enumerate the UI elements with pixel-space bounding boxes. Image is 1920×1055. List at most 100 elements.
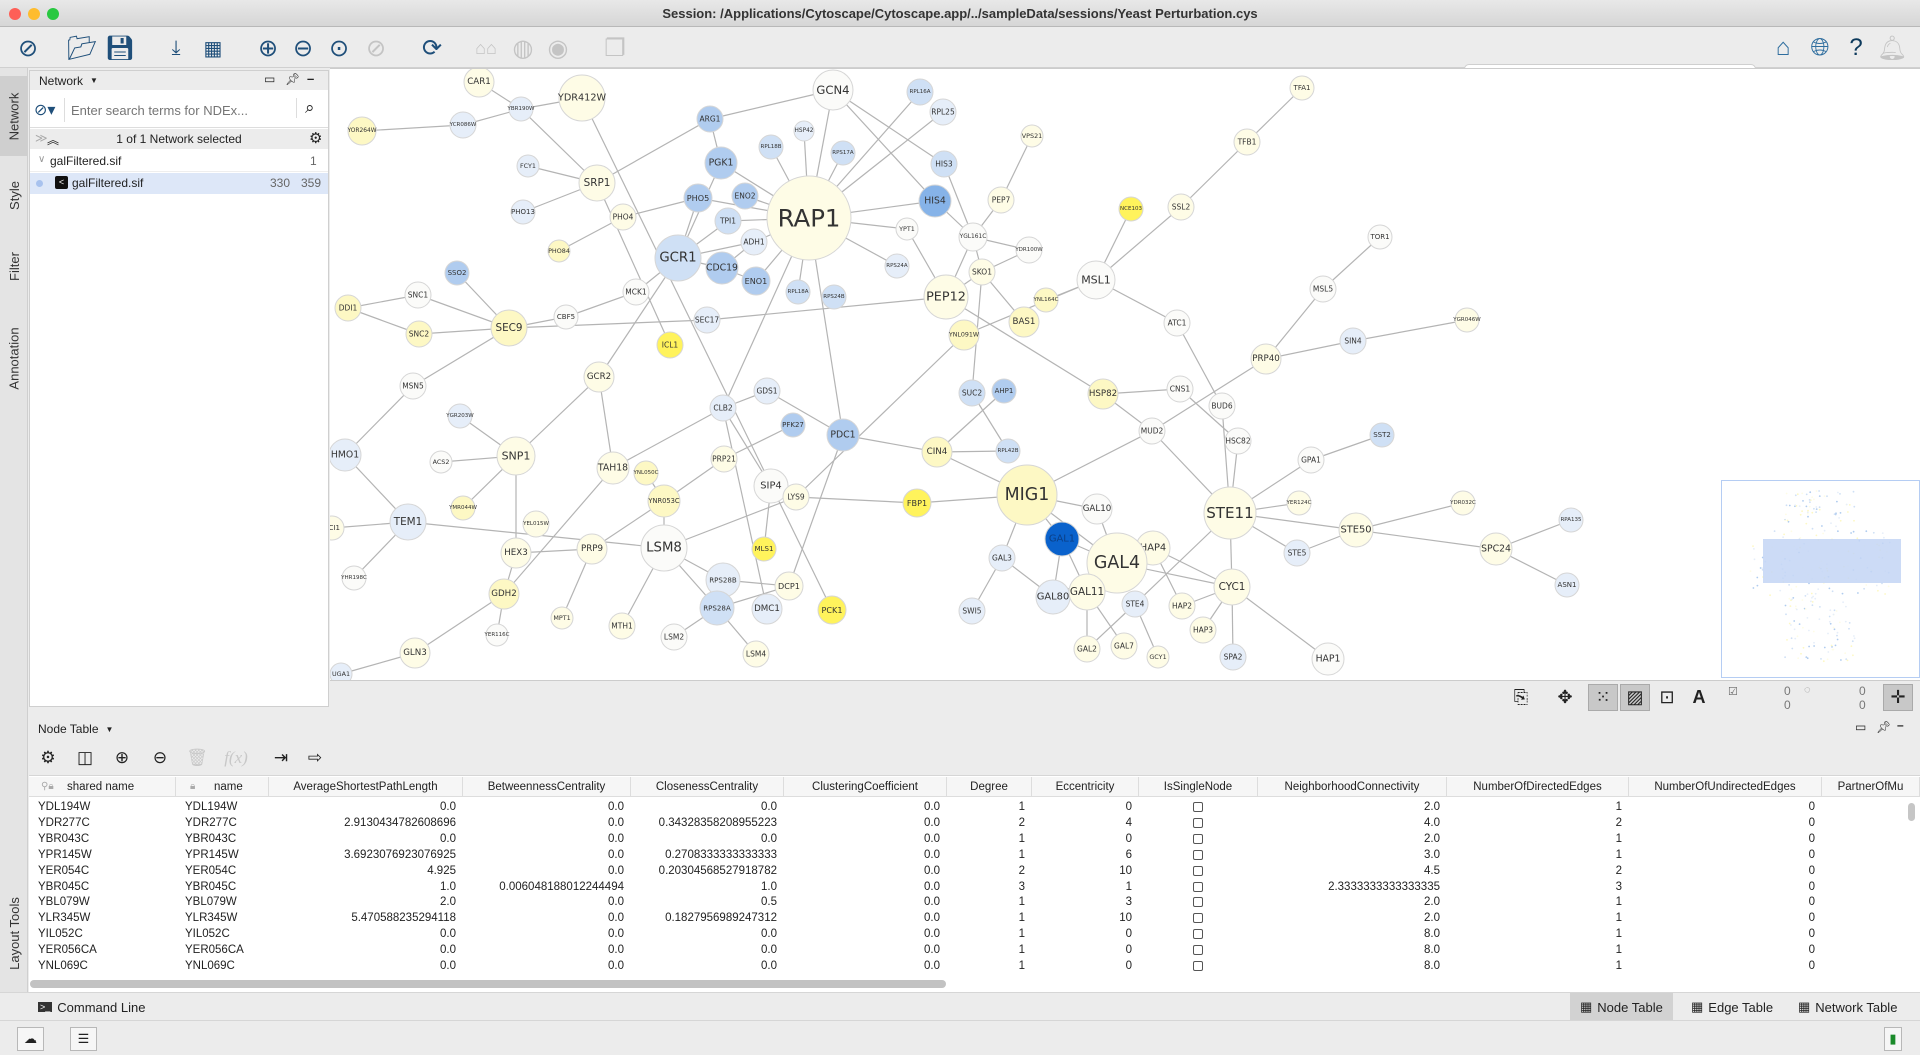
node-STE11[interactable]: STE11 [1203,486,1257,540]
column-header-name[interactable]: name 🔒︎ [184,777,269,797]
node-circle[interactable] [1076,260,1116,300]
node-circle[interactable] [930,150,958,178]
column-header-closenesscentrality[interactable]: ClosenessCentrality [631,777,784,797]
ndex-search-input[interactable] [64,98,284,122]
node-HAP3[interactable]: HAP3 [1189,616,1217,644]
node-PHO84[interactable]: PHO84 [547,239,571,263]
node-GAL2[interactable]: GAL2 [1073,635,1101,663]
node-FCY1[interactable]: FCY1 [516,154,540,178]
is-single-node-checkbox[interactable] [1193,881,1203,892]
node-circle[interactable] [1367,224,1393,250]
first-neighbors-icon[interactable]: ⌂⌂ [475,37,497,58]
node-GDS1[interactable]: GDS1 [753,377,781,405]
node-circle[interactable] [1219,643,1247,671]
node-circle[interactable] [830,140,856,166]
zoom-out-icon[interactable]: ⊖ [292,34,314,62]
is-single-node-checkbox[interactable] [1193,817,1203,828]
node-RPL18A[interactable]: RPL18A [785,279,811,305]
node-DCP1[interactable]: DCP1 [774,571,804,601]
column-header-neighborhoodconnectivity[interactable]: NeighborhoodConnectivity [1258,777,1447,797]
node-circle[interactable] [958,597,986,625]
node-circle[interactable] [780,412,806,438]
node-circle[interactable] [1044,521,1080,557]
edge-PRP40-MUD2[interactable] [1151,358,1267,432]
node-PHO5[interactable]: PHO5 [683,183,713,213]
column-header-partnerofmu[interactable]: PartnerOfMu [1822,777,1920,797]
node-ASN1[interactable]: ASN1 [1554,572,1580,598]
cytoscape-logo-icon[interactable]: ⊘ [17,34,39,62]
zoom-in-icon[interactable]: ⊕ [257,34,279,62]
node-circle[interactable] [696,105,724,133]
node-GAL4[interactable]: GAL4 [1086,532,1148,594]
select-annotations-icon[interactable]: ⊡ [1659,687,1675,707]
node-GAL7[interactable]: GAL7 [1110,632,1138,660]
node-ACS2[interactable]: ACS2 [429,450,453,474]
node-CIN4[interactable]: CIN4 [921,436,953,468]
node-SPA2[interactable]: SPA2 [1219,643,1247,671]
edge-SSL2-TFB1[interactable] [1180,141,1248,208]
node-BAS1[interactable]: BAS1 [1008,306,1040,338]
maximize-window-button[interactable] [47,8,59,20]
edge-TAH18-CLB2[interactable] [612,407,724,469]
expand-all-icon[interactable]: ≫ [35,131,48,145]
node-circle[interactable] [1189,616,1217,644]
node-YDR100W[interactable]: YDR100W [1014,236,1043,264]
table-row[interactable]: YBL079W YBL079W 2.0 0.0 0.5 0.0 1 3 2.0 1 0 [29,894,1909,910]
node-circle[interactable] [793,120,815,142]
node-circle[interactable] [550,606,574,630]
minimize-panel-icon[interactable]: – [307,71,315,86]
node-PRP21[interactable]: PRP21 [710,445,738,473]
node-circle[interactable] [647,484,681,518]
node-YPT1[interactable]: YPT1 [895,217,919,241]
node-SWI5[interactable]: SWI5 [958,597,986,625]
node-HIS4[interactable]: HIS4 [918,184,952,218]
node-circle[interactable] [812,69,854,111]
edge-SIN4-YGR046W[interactable] [1352,319,1468,342]
node-YNL050C[interactable]: YNL050C [633,460,659,486]
node-circle[interactable] [1033,287,1059,313]
node-circle[interactable] [640,524,688,572]
node-circle[interactable] [1283,539,1311,567]
node-RPS24A[interactable]: RPS24A [884,253,910,279]
node-SSL2[interactable]: SSL2 [1167,193,1195,221]
tab-annotation[interactable]: Annotation [6,326,22,390]
select-nodes-icon[interactable]: ⁙ [1588,684,1618,711]
node-MIG1[interactable]: MIG1 [996,464,1058,526]
home-icon[interactable]: ⌂ [1775,34,1791,61]
node-circle[interactable] [1087,378,1119,410]
node-LYS9[interactable]: LYS9 [782,483,810,511]
fit-view-icon[interactable]: ✛ [1883,684,1913,711]
node-YNL091W[interactable]: YNL091W [948,319,980,351]
node-circle[interactable] [449,111,477,139]
tab-network-table[interactable]: ▦ Network Table [1798,999,1898,1015]
node-circle[interactable] [1286,490,1312,516]
node-circle[interactable] [995,438,1021,464]
node-circle[interactable] [608,612,636,640]
node-circle[interactable] [753,468,789,504]
node-TAH18[interactable]: TAH18 [596,451,630,485]
node-circle[interactable] [508,96,534,122]
node-MLS1[interactable]: MLS1 [751,536,777,562]
edge-SEC9-SEC17[interactable] [508,319,708,329]
edge-PDC1-DCP1[interactable] [788,434,844,587]
chevron-down-icon[interactable]: ∨ [38,154,46,165]
node-BUD6[interactable]: BUD6 [1208,392,1236,420]
node-GLN3[interactable]: GLN3 [399,637,431,669]
node-ADH1[interactable]: ADH1 [740,228,768,256]
show-icon[interactable]: ◉ [547,34,569,62]
node-HEX3[interactable]: HEX3 [500,537,532,569]
table-row[interactable]: YER054C YER054C 4.925 0.0 0.2030456852791878… [29,863,1909,879]
node-CYC1[interactable]: CYC1 [1213,568,1251,606]
node-MTH1[interactable]: MTH1 [608,612,636,640]
node-GAL11[interactable]: GAL11 [1068,573,1106,611]
node-YDR032C[interactable]: YDR032C [1449,490,1476,516]
node-YGR046W[interactable]: YGR046W [1452,307,1481,333]
ndex-logo-icon[interactable]: ⊘▾ [34,102,56,119]
node-circle[interactable] [821,284,847,310]
node-circle[interactable] [558,74,606,122]
node-MSN5[interactable]: MSN5 [399,372,427,400]
column-header-numberofdirectededges[interactable]: NumberOfDirectedEdges [1447,777,1629,797]
node-circle[interactable] [699,590,735,626]
is-single-node-checkbox[interactable] [1193,913,1203,924]
node-SSO2[interactable]: SSO2 [444,260,470,286]
